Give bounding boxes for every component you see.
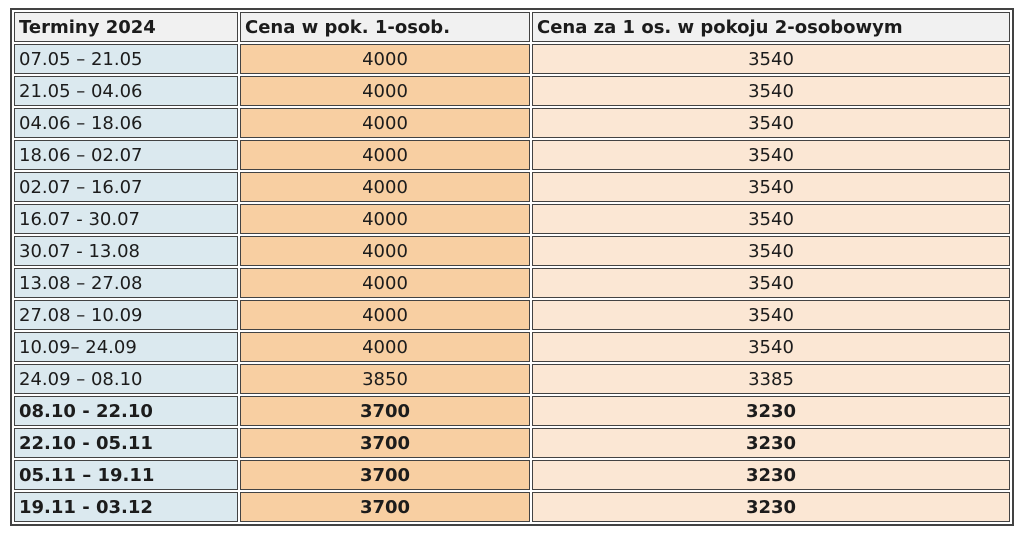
table-row: 30.07 - 13.08 4000 3540	[14, 236, 1010, 266]
table-row: 24.09 – 08.10 3850 3385	[14, 364, 1010, 394]
cell-term: 27.08 – 10.09	[14, 300, 238, 330]
cell-double-room-price: 3230	[532, 428, 1010, 458]
cell-double-room-price: 3540	[532, 76, 1010, 106]
table-row: 19.11 - 03.12 3700 3230	[14, 492, 1010, 522]
cell-term: 13.08 – 27.08	[14, 268, 238, 298]
table-row: 27.08 – 10.09 4000 3540	[14, 300, 1010, 330]
cell-single-room-price: 4000	[240, 204, 530, 234]
cell-term: 07.05 – 21.05	[14, 44, 238, 74]
price-table: Terminy 2024 Cena w pok. 1-osob. Cena za…	[10, 8, 1014, 526]
cell-single-room-price: 3700	[240, 460, 530, 490]
header-single-room-price: Cena w pok. 1-osob.	[240, 12, 530, 42]
cell-double-room-price: 3230	[532, 396, 1010, 426]
cell-double-room-price: 3540	[532, 172, 1010, 202]
cell-term: 18.06 – 02.07	[14, 140, 238, 170]
cell-term: 02.07 – 16.07	[14, 172, 238, 202]
header-row: Terminy 2024 Cena w pok. 1-osob. Cena za…	[14, 12, 1010, 42]
cell-double-room-price: 3540	[532, 204, 1010, 234]
cell-single-room-price: 4000	[240, 76, 530, 106]
cell-double-room-price: 3230	[532, 460, 1010, 490]
cell-double-room-price: 3540	[532, 268, 1010, 298]
price-table-body: 07.05 – 21.05 4000 3540 21.05 – 04.06 4000 35…	[14, 44, 1010, 522]
cell-double-room-price: 3540	[532, 108, 1010, 138]
cell-term: 04.06 – 18.06	[14, 108, 238, 138]
table-row: 18.06 – 02.07 4000 3540	[14, 140, 1010, 170]
cell-term: 08.10 - 22.10	[14, 396, 238, 426]
table-row: 22.10 - 05.11 3700 3230	[14, 428, 1010, 458]
cell-single-room-price: 3700	[240, 428, 530, 458]
cell-term: 21.05 – 04.06	[14, 76, 238, 106]
cell-double-room-price: 3540	[532, 236, 1010, 266]
cell-term: 05.11 – 19.11	[14, 460, 238, 490]
table-row: 10.09– 24.09 4000 3540	[14, 332, 1010, 362]
table-row: 16.07 - 30.07 4000 3540	[14, 204, 1010, 234]
table-row: 04.06 – 18.06 4000 3540	[14, 108, 1010, 138]
cell-single-room-price: 3700	[240, 396, 530, 426]
table-row: 21.05 – 04.06 4000 3540	[14, 76, 1010, 106]
cell-single-room-price: 4000	[240, 236, 530, 266]
cell-single-room-price: 4000	[240, 172, 530, 202]
cell-single-room-price: 3700	[240, 492, 530, 522]
cell-single-room-price: 4000	[240, 300, 530, 330]
cell-double-room-price: 3540	[532, 140, 1010, 170]
cell-term: 10.09– 24.09	[14, 332, 238, 362]
cell-term: 22.10 - 05.11	[14, 428, 238, 458]
cell-single-room-price: 4000	[240, 268, 530, 298]
cell-double-room-price: 3540	[532, 44, 1010, 74]
cell-single-room-price: 4000	[240, 44, 530, 74]
cell-double-room-price: 3230	[532, 492, 1010, 522]
cell-term: 30.07 - 13.08	[14, 236, 238, 266]
cell-double-room-price: 3540	[532, 332, 1010, 362]
cell-single-room-price: 4000	[240, 140, 530, 170]
header-double-room-price: Cena za 1 os. w pokoju 2-osobowym	[532, 12, 1010, 42]
cell-single-room-price: 4000	[240, 108, 530, 138]
page: Terminy 2024 Cena w pok. 1-osob. Cena za…	[10, 8, 1014, 526]
table-row: 07.05 – 21.05 4000 3540	[14, 44, 1010, 74]
cell-single-room-price: 4000	[240, 332, 530, 362]
table-row: 08.10 - 22.10 3700 3230	[14, 396, 1010, 426]
header-terminy: Terminy 2024	[14, 12, 238, 42]
cell-term: 16.07 - 30.07	[14, 204, 238, 234]
cell-double-room-price: 3540	[532, 300, 1010, 330]
cell-term: 24.09 – 08.10	[14, 364, 238, 394]
table-row: 13.08 – 27.08 4000 3540	[14, 268, 1010, 298]
cell-single-room-price: 3850	[240, 364, 530, 394]
cell-term: 19.11 - 03.12	[14, 492, 238, 522]
cell-double-room-price: 3385	[532, 364, 1010, 394]
table-row: 05.11 – 19.11 3700 3230	[14, 460, 1010, 490]
table-row: 02.07 – 16.07 4000 3540	[14, 172, 1010, 202]
